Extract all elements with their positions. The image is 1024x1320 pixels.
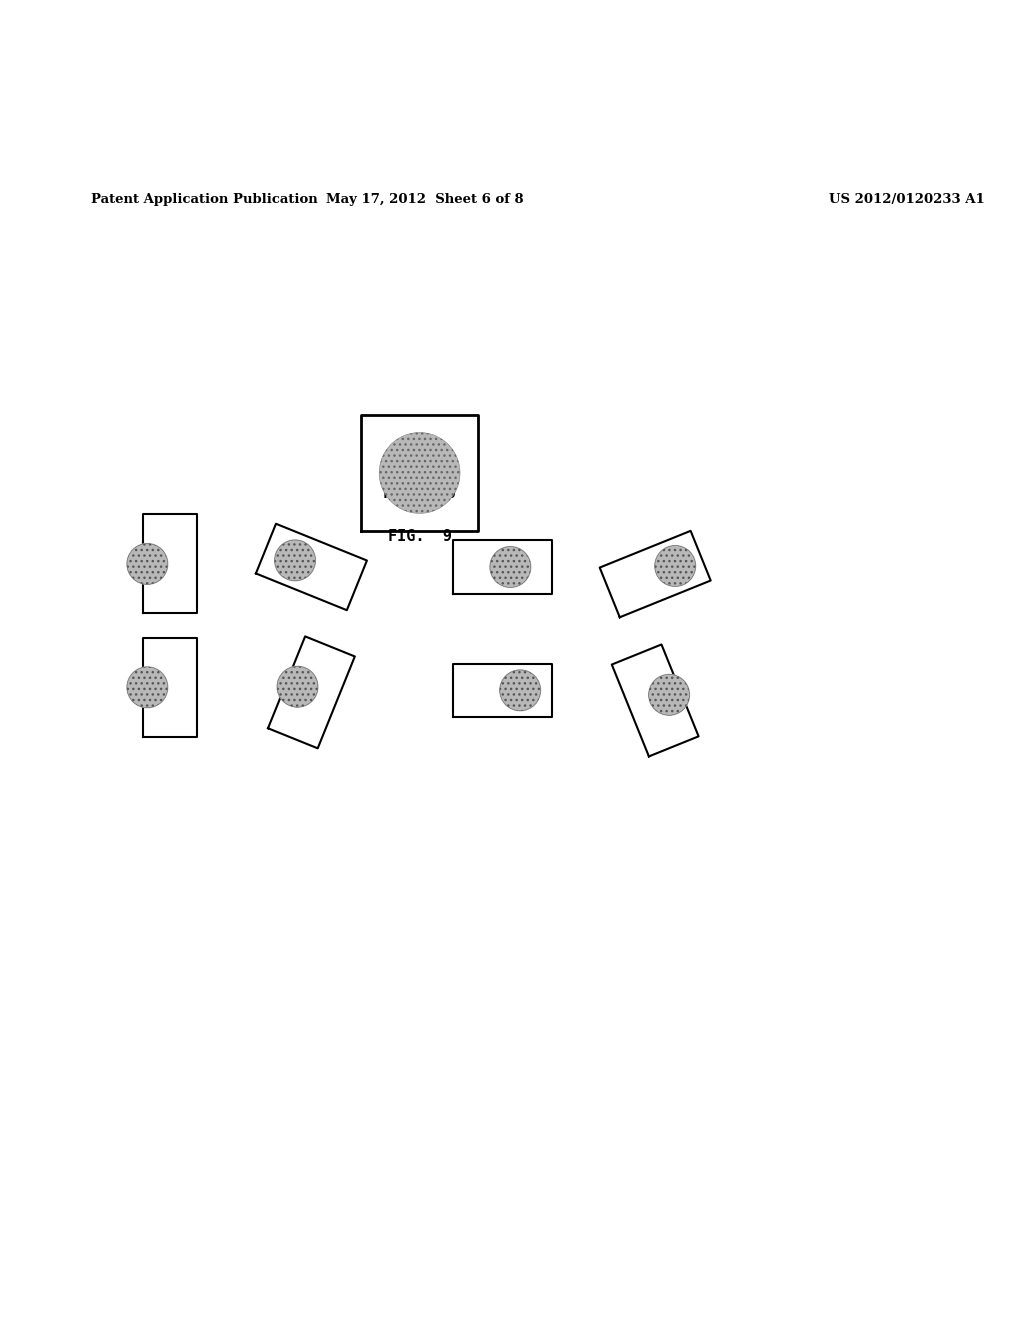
- Circle shape: [127, 544, 168, 585]
- Text: FIG.  9: FIG. 9: [388, 529, 452, 544]
- Circle shape: [127, 544, 168, 585]
- Circle shape: [500, 671, 541, 710]
- Text: Patent Application Publication: Patent Application Publication: [91, 194, 317, 206]
- Circle shape: [654, 545, 695, 586]
- Circle shape: [274, 540, 315, 581]
- Text: US 2012/0120233 A1: US 2012/0120233 A1: [829, 194, 985, 206]
- Circle shape: [278, 667, 317, 708]
- Text: May 17, 2012  Sheet 6 of 8: May 17, 2012 Sheet 6 of 8: [326, 194, 523, 206]
- Circle shape: [379, 433, 460, 513]
- Circle shape: [274, 540, 315, 581]
- Text: FIG.  10: FIG. 10: [383, 486, 456, 500]
- Circle shape: [127, 667, 168, 708]
- Circle shape: [490, 546, 530, 587]
- Circle shape: [649, 675, 689, 715]
- Circle shape: [127, 667, 168, 708]
- Circle shape: [649, 675, 689, 715]
- Circle shape: [654, 545, 695, 586]
- Circle shape: [500, 671, 541, 710]
- Circle shape: [278, 667, 317, 708]
- Circle shape: [490, 546, 530, 587]
